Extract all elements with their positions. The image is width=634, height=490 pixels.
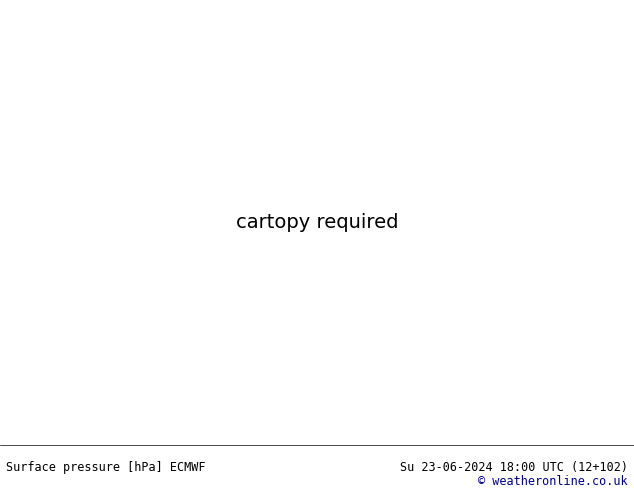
Text: © weatheronline.co.uk: © weatheronline.co.uk (478, 475, 628, 488)
Text: Surface pressure [hPa] ECMWF: Surface pressure [hPa] ECMWF (6, 461, 206, 474)
Text: cartopy required: cartopy required (236, 213, 398, 232)
Text: Su 23-06-2024 18:00 UTC (12+102): Su 23-06-2024 18:00 UTC (12+102) (399, 461, 628, 474)
